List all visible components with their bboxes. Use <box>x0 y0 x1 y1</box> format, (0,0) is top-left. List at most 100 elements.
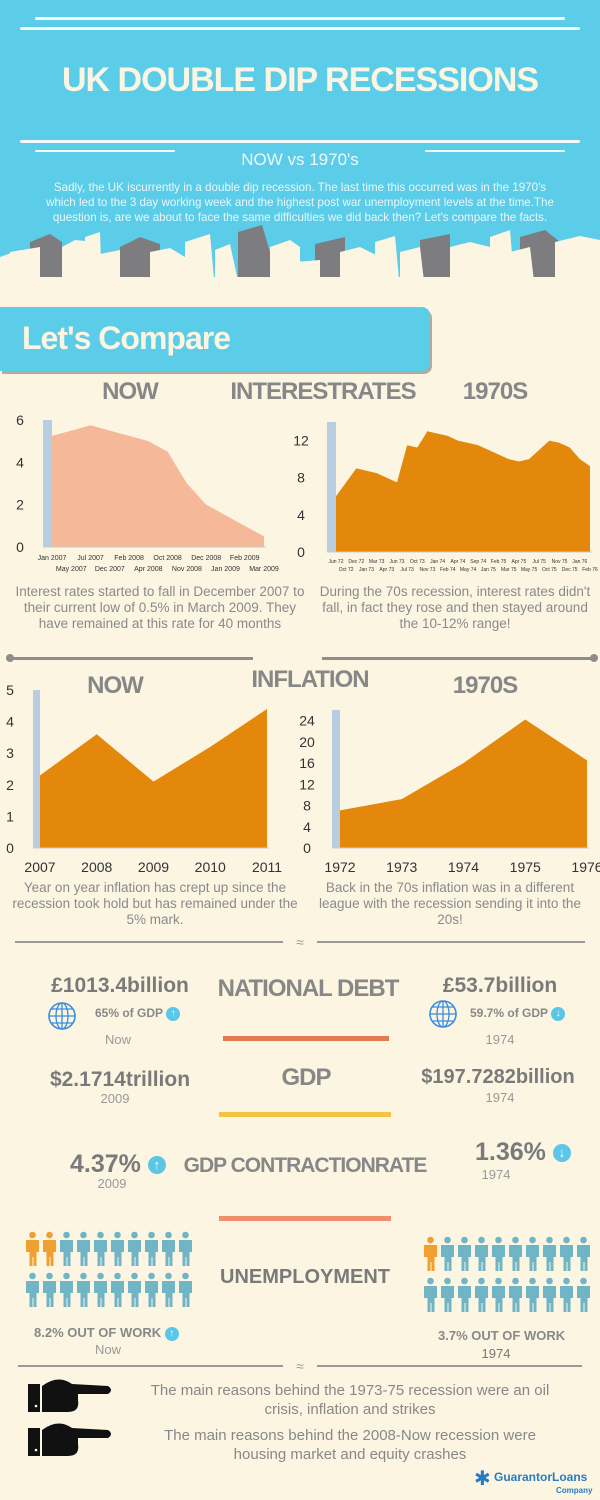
arrow-down-icon: ↓ <box>551 1006 566 1021</box>
unemployment-now-text: 8.2% OUT OF WORK ↑ <box>34 1325 179 1341</box>
x-tick-label: Mar 75 <box>501 567 517 573</box>
debt-now-label: Now <box>104 1032 131 1047</box>
person-icon <box>475 1236 488 1271</box>
x-tick-label: Apr 74 <box>451 559 466 565</box>
area-series <box>340 719 587 848</box>
axis-bar <box>327 422 336 552</box>
x-tick-label: Feb 2008 <box>114 555 144 562</box>
person-icon <box>475 1277 488 1312</box>
y-tick-label: 0 <box>6 840 14 856</box>
reason-1970s: The main reasons behind the 1973-75 rece… <box>150 1382 550 1418</box>
gdp-divider <box>219 1112 391 1117</box>
x-tick-label: Jun 73 <box>389 559 404 565</box>
person-icon <box>145 1272 158 1307</box>
interest-now-text: Interest rates started to fall in Decemb… <box>15 584 305 631</box>
unemployment-1974-text: 3.7% OUT OF WORK <box>438 1328 566 1343</box>
y-tick-label: 4 <box>6 714 14 730</box>
x-tick-label: Dec 2008 <box>191 555 221 562</box>
x-tick-label: Nov 2008 <box>172 566 202 573</box>
person-icon <box>43 1231 56 1266</box>
globe-icon <box>48 1002 76 1030</box>
gdp-1974-label: 1974 <box>485 1090 515 1105</box>
x-tick-label: Jul 75 <box>533 559 547 565</box>
ornament-line <box>20 27 580 30</box>
unemployment-1974-label: 1974 <box>481 1346 511 1361</box>
inflation-1970s-heading: 1970S <box>452 672 518 699</box>
pointing-hand-icon <box>28 1423 111 1456</box>
x-tick-label: Oct 2008 <box>153 555 182 562</box>
x-tick-label: Oct 73 <box>410 559 425 565</box>
axis-bar <box>33 690 40 848</box>
y-tick-label: 2 <box>16 497 24 513</box>
x-tick-label: Oct 72 <box>339 567 354 573</box>
skyline-illustration <box>0 225 600 290</box>
y-tick-label: 12 <box>293 433 309 449</box>
person-icon <box>526 1236 539 1271</box>
x-tick-label: Feb 76 <box>582 567 598 573</box>
axis-bar <box>43 420 52 547</box>
x-tick-label: Apr 2008 <box>134 566 163 573</box>
person-icon <box>577 1277 590 1312</box>
inflation-1970s-text: Back in the 70s inflation was in a diffe… <box>319 880 581 927</box>
y-tick-label: 8 <box>297 470 305 486</box>
x-tick-label: Jan 73 <box>359 567 374 573</box>
person-icon <box>424 1277 437 1312</box>
person-icon <box>179 1272 192 1307</box>
gdp-now-value: $2.1714trillion <box>49 1068 191 1091</box>
y-tick-label: 4 <box>16 454 24 470</box>
gdp-contraction-heading: GDP CONTRACTIONRATE <box>183 1154 428 1177</box>
person-icon <box>162 1272 175 1307</box>
y-tick-label: 24 <box>299 713 315 729</box>
arrow-up-icon: ↑ <box>166 1006 181 1021</box>
lets-compare-banner: Let's Compare <box>0 307 430 371</box>
people-pictogram-now <box>24 1231 196 1313</box>
ornament-line <box>20 140 580 143</box>
unemployment-now-label: Now <box>94 1342 121 1357</box>
divider <box>322 657 594 660</box>
x-tick-label: 1974 <box>448 859 479 875</box>
intro-text: Sadly, the UK iscurrently in a double di… <box>46 181 554 224</box>
debt-divider <box>223 1036 389 1041</box>
x-tick-label: Jan 75 <box>481 567 496 573</box>
contraction-now-label: 2009 <box>97 1176 127 1191</box>
y-tick-label: 2 <box>6 777 14 793</box>
y-tick-label: 0 <box>16 539 24 555</box>
person-icon <box>43 1272 56 1307</box>
person-icon <box>424 1236 437 1271</box>
x-tick-label: 1972 <box>324 859 355 875</box>
person-icon <box>492 1236 505 1271</box>
guarantorloans-logo[interactable]: ✱ GuarantorLoans Company <box>474 1468 593 1495</box>
x-tick-label: 2008 <box>81 859 112 875</box>
debt-now-pct: 65% of GDP ↑ <box>95 1006 181 1021</box>
logo-figure-icon: ✱ <box>474 1468 491 1490</box>
person-icon <box>560 1277 573 1312</box>
y-tick-label: 1 <box>6 808 14 824</box>
gdp-1974-value: $197.7282billion <box>421 1066 575 1088</box>
person-icon <box>577 1236 590 1271</box>
inflation-now-chart: 0 1 2 3 4 5 2007 2008 2009 2010 2011 <box>6 682 282 875</box>
y-tick-label: 4 <box>303 819 311 835</box>
contraction-1974-label: 1974 <box>481 1167 511 1182</box>
person-icon <box>441 1277 454 1312</box>
x-tick-label: Dec 2007 <box>95 566 125 573</box>
person-icon <box>560 1236 573 1271</box>
national-debt-heading: NATIONAL DEBT <box>217 975 400 1002</box>
divider-dot <box>590 654 598 662</box>
person-icon <box>128 1272 141 1307</box>
x-tick-label: May 2007 <box>56 566 87 573</box>
person-icon <box>458 1236 471 1271</box>
area-series <box>336 431 590 552</box>
x-tick-label: 2007 <box>24 859 55 875</box>
x-tick-label: Jul 2007 <box>77 555 104 562</box>
x-tick-label: Nov 75 <box>552 559 568 565</box>
x-tick-label: 2011 <box>252 859 282 875</box>
ornament-flourish: ≈ <box>283 1358 317 1374</box>
person-icon <box>26 1272 39 1307</box>
person-icon <box>26 1231 39 1266</box>
x-tick-label: Feb 75 <box>491 559 507 565</box>
ornament-line <box>35 17 565 20</box>
x-tick-label: Feb 2009 <box>230 555 260 562</box>
reason-now: The main reasons behind the 2008-Now rec… <box>164 1427 536 1463</box>
x-tick-label: Apr 75 <box>512 559 527 565</box>
x-tick-label: Mar 2009 <box>249 566 279 573</box>
